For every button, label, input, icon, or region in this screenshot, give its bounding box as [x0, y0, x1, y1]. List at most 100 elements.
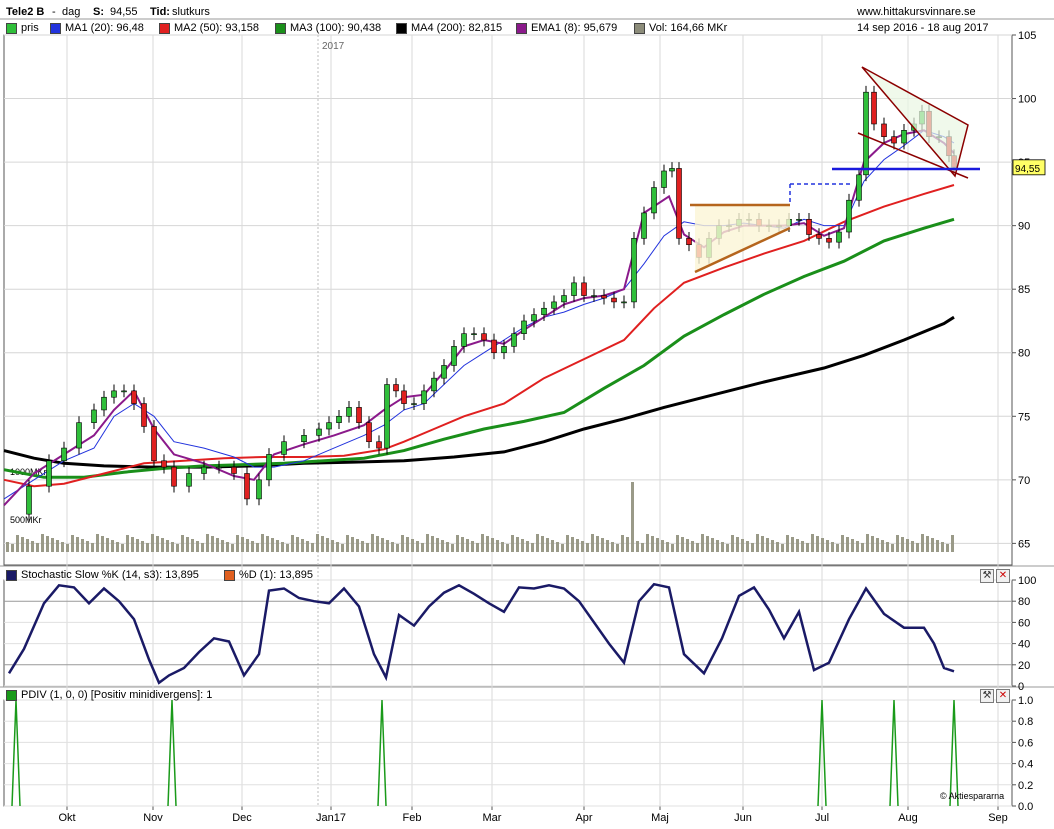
close-icon[interactable]: ✕: [996, 569, 1010, 583]
price-tick-label: 80: [1018, 348, 1030, 360]
pdiv-tick-label: 0.2: [1018, 780, 1033, 792]
price-tick-label: 70: [1018, 475, 1030, 487]
volume-bar: [541, 536, 544, 552]
volume-bar: [611, 542, 614, 552]
volume-bar: [321, 536, 324, 552]
wrench-icon[interactable]: ⚒: [980, 569, 994, 583]
volume-bar: [81, 539, 84, 552]
volume-bar: [26, 539, 29, 552]
legend-ma2: MA2 (50): 93,158: [159, 22, 259, 34]
candle: [393, 384, 399, 392]
volume-bar: [651, 536, 654, 552]
volume-bar: [256, 543, 259, 552]
volume-bar: [926, 536, 929, 552]
volume-bar: [821, 538, 824, 552]
pdiv-tick-label: 0.4: [1018, 759, 1033, 771]
volume-bar: [476, 543, 479, 552]
volume-bar: [391, 542, 394, 552]
volume-bar: [271, 538, 274, 552]
volume-bar: [931, 538, 934, 552]
volume-bar: [741, 539, 744, 552]
volume-bar: [56, 540, 59, 552]
candle: [101, 396, 107, 411]
volume-bar: [701, 534, 704, 552]
candle: [256, 479, 262, 500]
volume-bar: [806, 543, 809, 552]
volume-bar: [601, 538, 604, 552]
month-label: Jul: [815, 812, 829, 824]
volume-bar: [686, 539, 689, 552]
month-label: Aug: [898, 812, 918, 824]
month-label: Jan17: [316, 812, 346, 824]
volume-bar: [511, 535, 514, 552]
stoch-legend-k: Stochastic Slow %K (14, s3): 13,895: [6, 569, 199, 581]
volume-bar: [286, 544, 289, 552]
candle: [561, 295, 567, 303]
candle: [451, 346, 457, 366]
stoch-tick-label: 0: [1018, 681, 1024, 693]
volume-bar: [486, 536, 489, 552]
volume-bar: [571, 537, 574, 552]
legend-ma4: MA4 (200): 82,815: [396, 22, 502, 34]
candle: [356, 407, 362, 423]
candle: [346, 407, 352, 417]
volume-bar: [471, 541, 474, 552]
close-icon[interactable]: ✕: [996, 689, 1010, 703]
volume-bar: [561, 544, 564, 552]
volume-bar: [556, 542, 559, 552]
candle: [76, 422, 82, 449]
candle: [631, 238, 637, 303]
volume-bar: [501, 542, 504, 552]
candle: [669, 168, 675, 172]
legend-swatch: [6, 569, 17, 581]
price-tick-label: 75: [1018, 411, 1030, 423]
volume-bar: [51, 538, 54, 552]
candle: [216, 466, 222, 469]
candle: [161, 460, 167, 468]
volume-bar: [346, 535, 349, 552]
pdiv-tick-label: 1.0: [1018, 695, 1033, 707]
volume-bar: [786, 535, 789, 552]
volume-bar: [246, 539, 249, 552]
candle: [826, 238, 832, 243]
candle: [26, 485, 32, 515]
volume-bar: [916, 543, 919, 552]
volume-bar: [691, 541, 694, 552]
volume-bar: [176, 544, 179, 552]
legend-ma1: MA1 (20): 96,48: [50, 22, 144, 34]
volume-bar: [276, 540, 279, 552]
volume-bar: [566, 535, 569, 552]
stoch-tick-label: 100: [1018, 575, 1036, 587]
volume-bar: [156, 536, 159, 552]
price-panel: [3, 34, 1013, 566]
stoch-k-line: [7, 582, 955, 685]
candle: [541, 307, 547, 315]
triangle-pattern: [861, 66, 969, 178]
candle: [641, 212, 647, 239]
pdiv-tick-label: 0.0: [1018, 801, 1033, 813]
candle: [61, 447, 67, 462]
candle: [901, 130, 907, 144]
volume-bar: [11, 544, 14, 552]
volume-bar: [251, 541, 254, 552]
price-tick-label: 100: [1018, 94, 1036, 106]
volume-bar: [291, 535, 294, 552]
stoch-tick-label: 60: [1018, 617, 1030, 629]
volume-bar: [71, 535, 74, 552]
volume-bar: [796, 539, 799, 552]
candle: [846, 199, 852, 233]
volume-bar: [431, 536, 434, 552]
candle: [856, 174, 862, 201]
wrench-icon[interactable]: ⚒: [980, 689, 994, 703]
volume-bar: [466, 539, 469, 552]
volume-bar: [41, 534, 44, 552]
volume-bar: [851, 539, 854, 552]
vol-label: 500MKr: [10, 515, 42, 525]
month-label: Feb: [403, 812, 422, 824]
candle: [676, 168, 682, 239]
volume-bar: [116, 542, 119, 552]
pdiv-spike: [817, 699, 827, 807]
month-label: Nov: [143, 812, 163, 824]
volume-bar: [516, 537, 519, 552]
